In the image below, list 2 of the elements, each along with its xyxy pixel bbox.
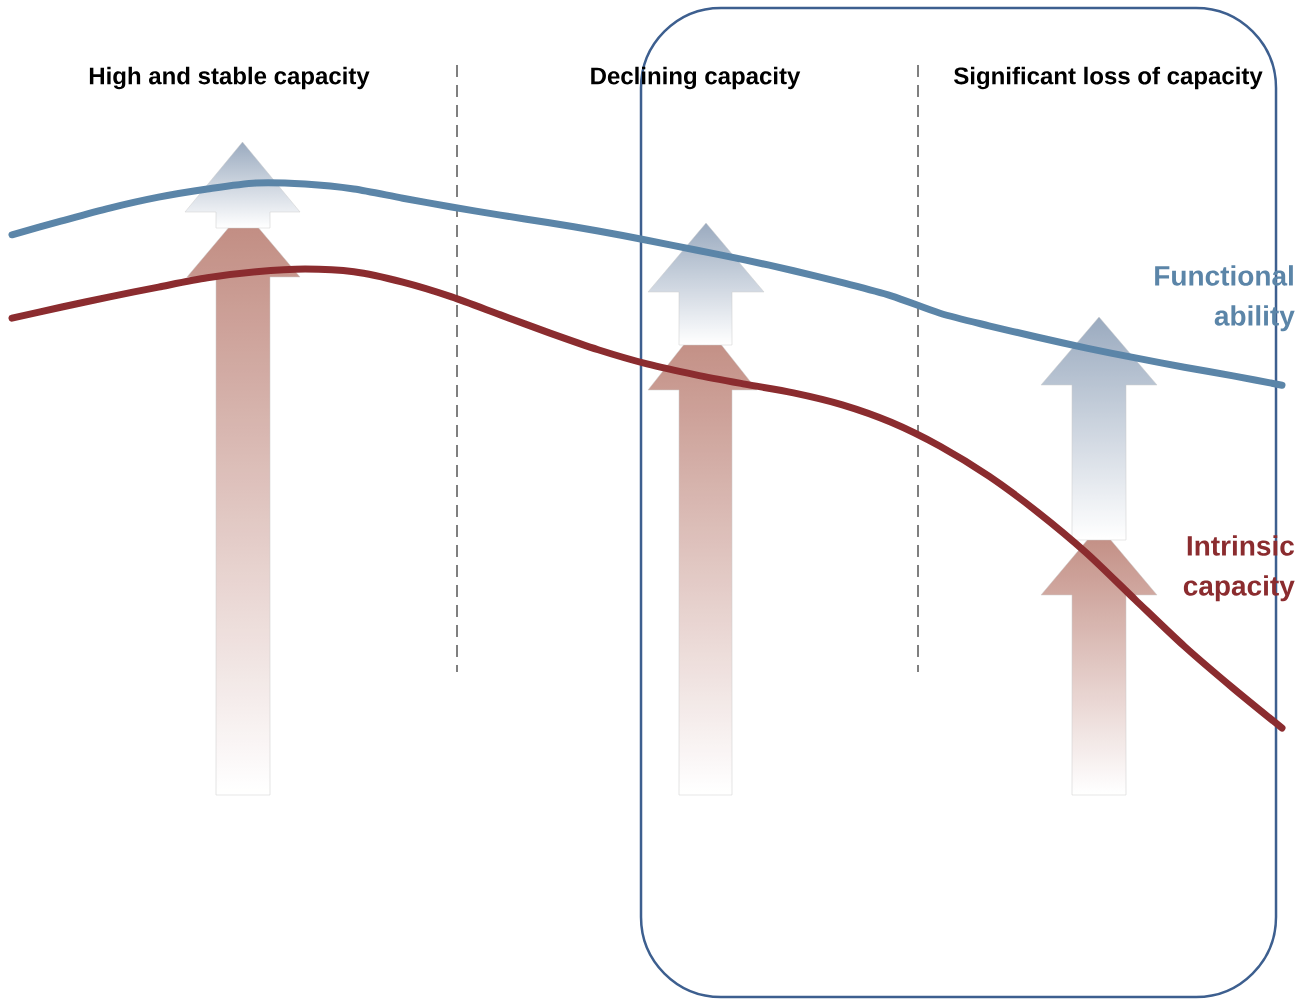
text: Significant loss of capacity bbox=[953, 66, 1263, 90]
text: High and stable capacity bbox=[89, 66, 370, 90]
